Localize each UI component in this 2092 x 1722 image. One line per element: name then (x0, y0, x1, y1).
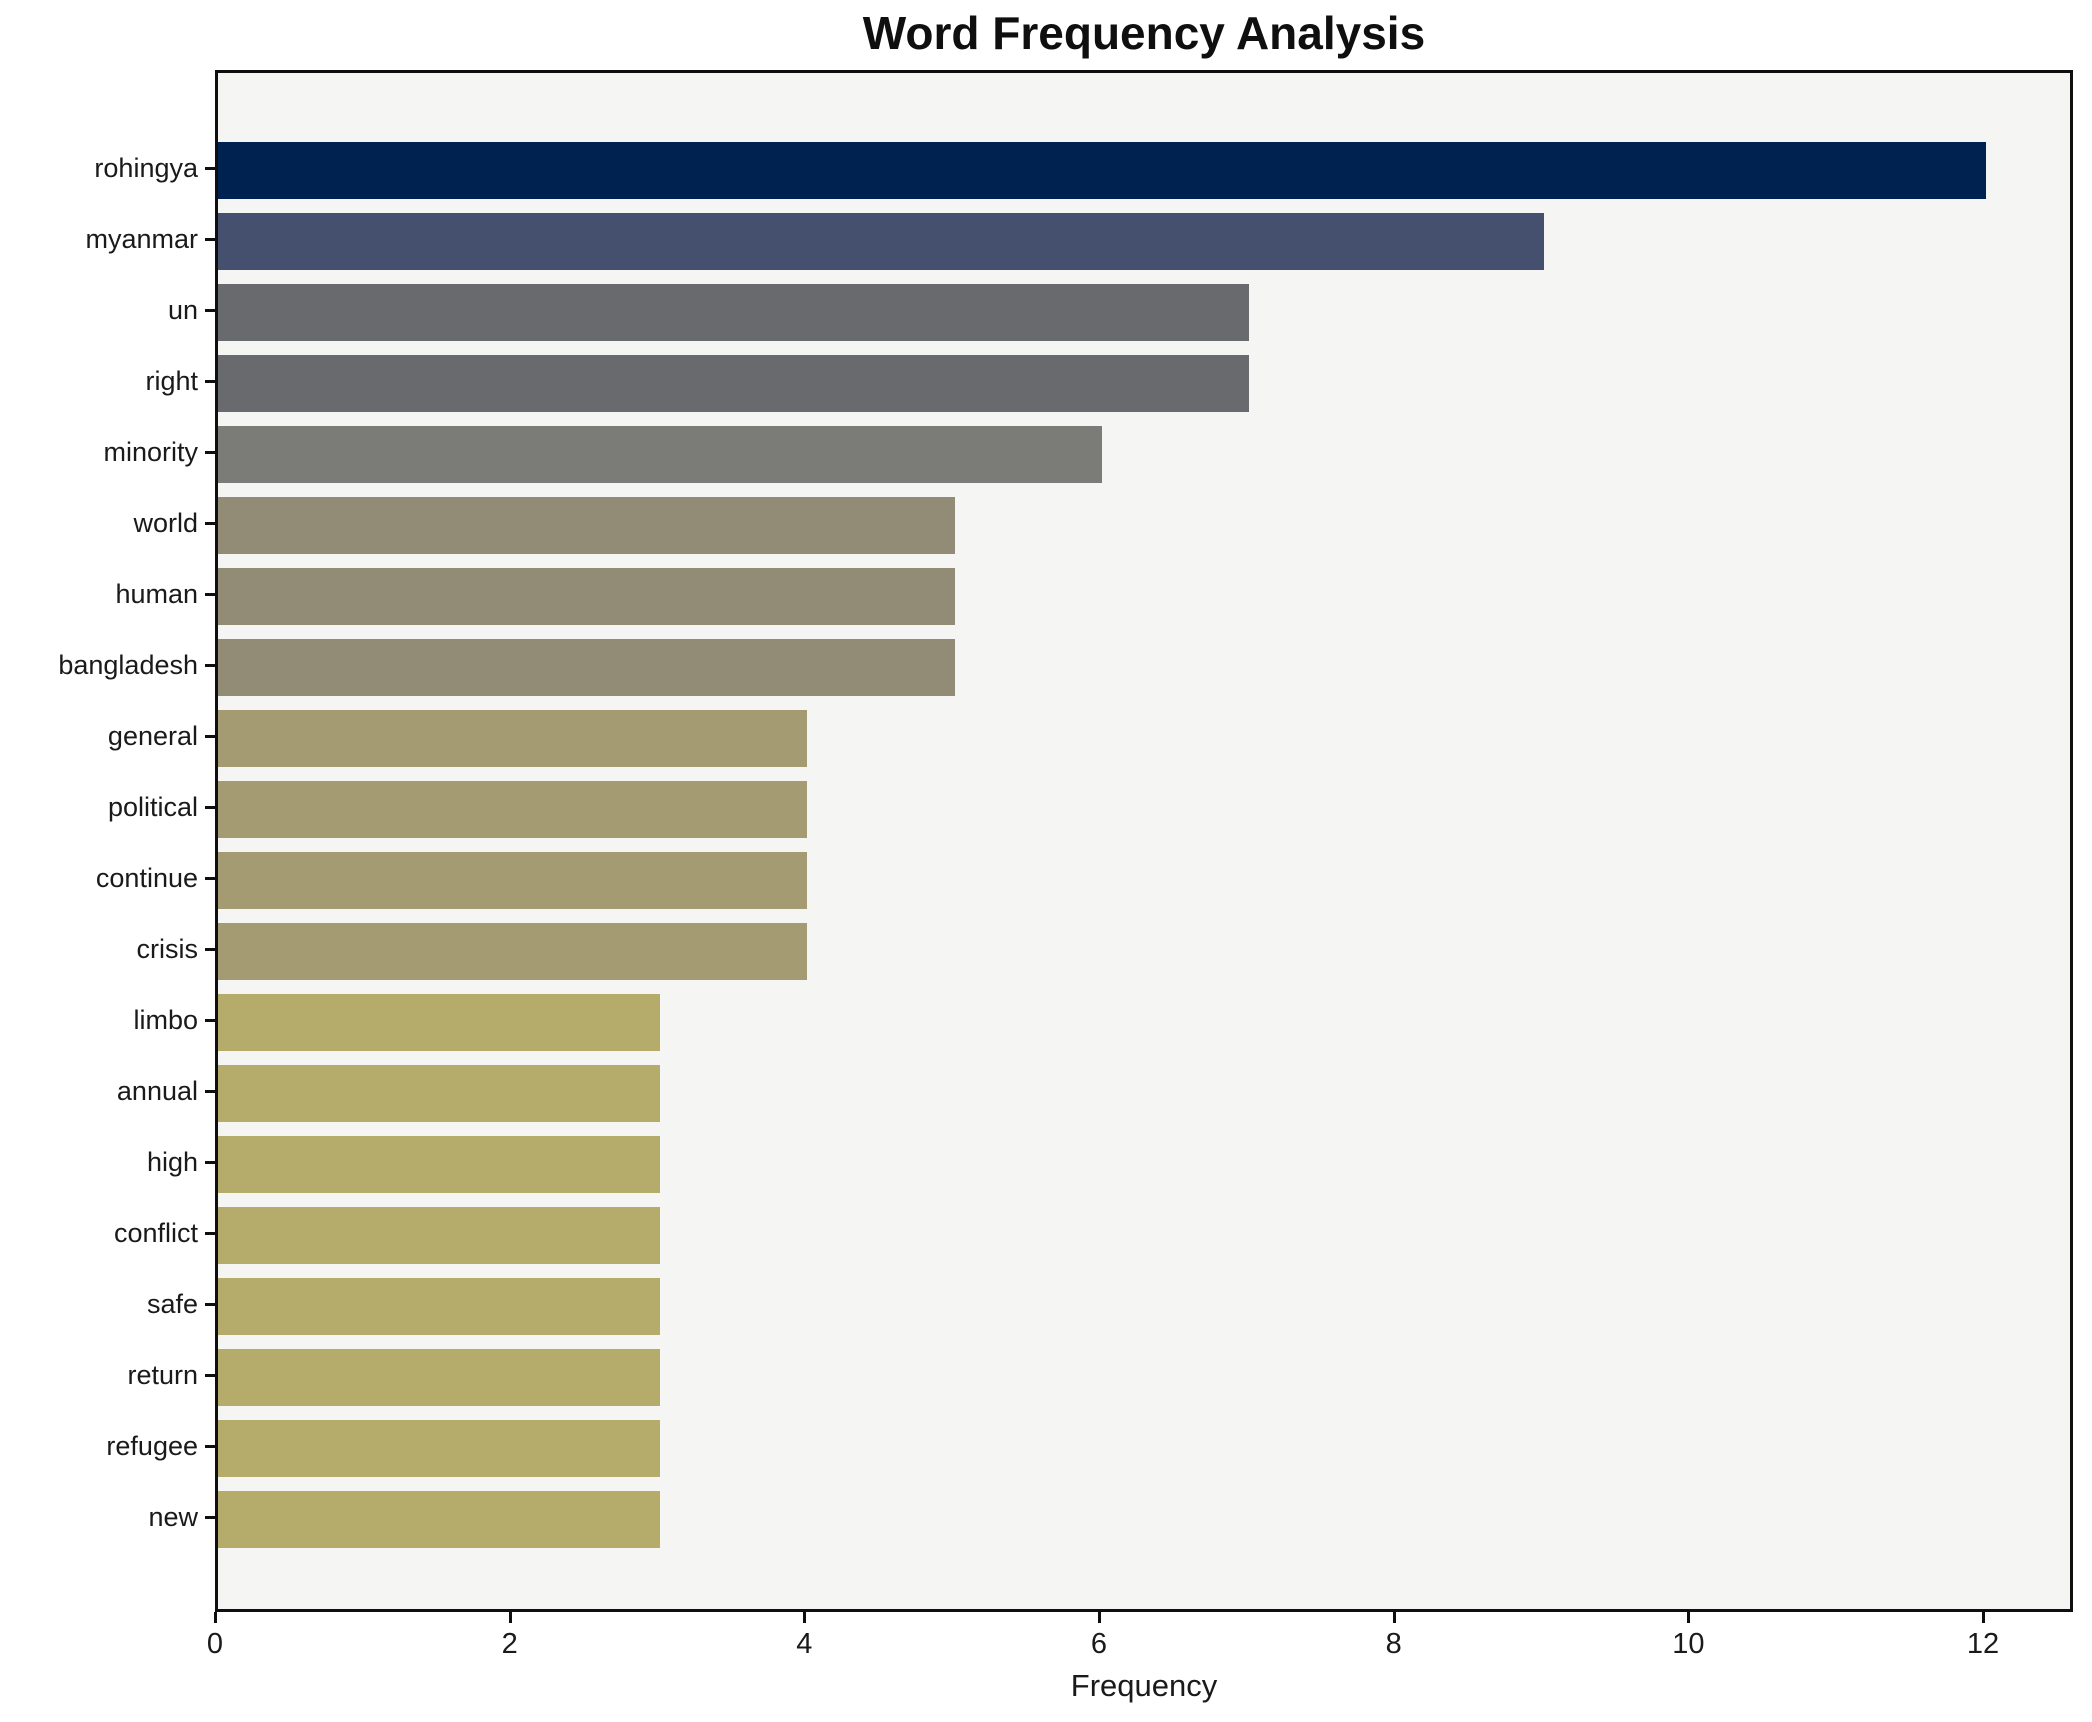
x-tick-mark (1392, 1612, 1396, 1623)
bar-human (218, 568, 955, 625)
y-tick-mark (205, 379, 215, 383)
y-tick-mark (205, 166, 215, 170)
y-tick-label-new: new (148, 1501, 198, 1532)
x-tick-mark (508, 1612, 512, 1623)
y-tick-mark (205, 805, 215, 809)
y-tick-mark (205, 1373, 215, 1377)
y-tick-mark (205, 237, 215, 241)
bar-annual (218, 1065, 660, 1122)
y-tick-mark (205, 308, 215, 312)
y-tick-label-right: right (145, 365, 198, 396)
y-tick-label-myanmar: myanmar (85, 223, 198, 254)
bar-limbo (218, 994, 660, 1051)
y-tick-label-world: world (133, 507, 198, 538)
bar-rohingya (218, 142, 1986, 199)
y-tick-mark (205, 521, 215, 525)
y-tick-mark (205, 1160, 215, 1164)
y-tick-label-general: general (107, 720, 198, 751)
y-tick-mark (205, 876, 215, 880)
bar-right (218, 355, 1249, 412)
x-tick-mark (1982, 1612, 1985, 1623)
y-tick-label-annual: annual (116, 1075, 198, 1106)
y-tick-mark (205, 947, 215, 951)
y-tick-label-limbo: limbo (133, 1004, 198, 1035)
y-tick-label-safe: safe (146, 1288, 198, 1319)
x-tick-label-8: 8 (1385, 1628, 1402, 1660)
bar-safe (218, 1278, 660, 1335)
bar-conflict (218, 1207, 660, 1264)
bar-crisis (218, 923, 807, 980)
bar-minority (218, 426, 1102, 483)
y-tick-mark (205, 663, 215, 667)
x-tick-label-12: 12 (1966, 1628, 2000, 1660)
x-tick-mark (1098, 1612, 1101, 1623)
y-tick-label-crisis: crisis (136, 933, 199, 964)
y-tick-label-high: high (146, 1146, 198, 1177)
x-tick-mark (1687, 1612, 1691, 1623)
y-tick-mark (205, 1444, 215, 1448)
bar-myanmar (218, 213, 1544, 270)
y-tick-label-continue: continue (95, 862, 198, 893)
y-tick-mark (205, 1089, 215, 1093)
x-tick-label-0: 0 (206, 1628, 224, 1660)
y-tick-label-conflict: conflict (113, 1217, 198, 1248)
bar-un (218, 284, 1249, 341)
y-tick-label-political: political (107, 791, 198, 822)
y-tick-label-human: human (115, 578, 198, 609)
y-tick-mark (205, 1302, 215, 1306)
bar-continue (218, 852, 807, 909)
bar-return (218, 1349, 660, 1406)
x-tick-label-6: 6 (1090, 1628, 1108, 1660)
y-tick-mark (205, 592, 215, 596)
y-tick-label-un: un (167, 294, 198, 325)
chart-title: Word Frequency Analysis (862, 7, 1426, 59)
y-tick-mark (205, 1018, 215, 1022)
bar-world (218, 497, 955, 554)
x-tick-label-10: 10 (1672, 1628, 1705, 1660)
y-tick-label-return: return (127, 1359, 198, 1390)
x-tick-label-4: 4 (796, 1628, 813, 1660)
bar-new (218, 1491, 660, 1548)
bar-general (218, 710, 807, 767)
bar-refugee (218, 1420, 660, 1477)
bar-political (218, 781, 807, 838)
y-tick-mark (205, 450, 215, 454)
y-tick-label-refugee: refugee (106, 1430, 198, 1461)
plot-area (215, 70, 2073, 1612)
y-tick-label-minority: minority (103, 436, 198, 467)
x-tick-label-2: 2 (501, 1628, 518, 1660)
y-tick-mark (205, 734, 215, 738)
y-tick-label-rohingya: rohingya (94, 152, 198, 183)
y-tick-label-bangladesh: bangladesh (58, 649, 198, 680)
x-tick-mark (803, 1612, 807, 1623)
y-tick-mark (205, 1515, 215, 1519)
bar-high (218, 1136, 660, 1193)
y-tick-mark (205, 1231, 215, 1235)
x-axis-title: Frequency (1070, 1668, 1218, 1703)
bar-bangladesh (218, 639, 955, 696)
x-tick-mark (214, 1612, 217, 1623)
